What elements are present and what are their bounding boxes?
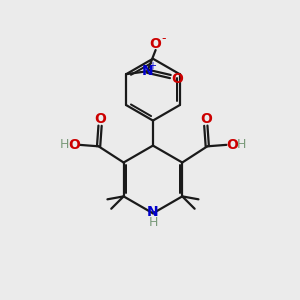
Text: N: N [147,205,159,219]
Text: O: O [150,37,162,51]
Text: H: H [59,138,69,151]
Text: O: O [226,138,238,152]
Text: H: H [148,216,158,229]
Text: O: O [94,112,106,126]
Text: O: O [171,72,183,86]
Text: +: + [148,61,156,71]
Text: -: - [162,32,166,45]
Text: N: N [142,64,153,78]
Text: O: O [68,138,80,152]
Text: H: H [237,138,246,151]
Text: O: O [200,112,212,126]
